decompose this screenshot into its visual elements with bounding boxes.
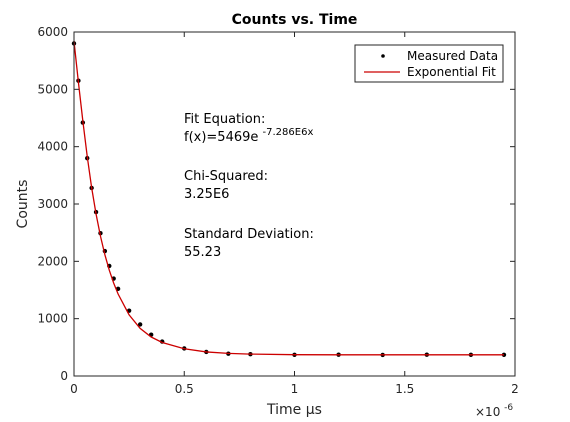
x-tick-label: 1 <box>291 382 299 396</box>
legend-label-measured: Measured Data <box>407 49 498 63</box>
std-dev-label: Standard Deviation: <box>184 227 314 242</box>
x-tick-label: 2 <box>511 382 519 396</box>
x-axis-exponent: ×10 -6 <box>475 403 513 419</box>
chi-squared-label: Chi-Squared: <box>184 169 268 184</box>
std-dev-value: 55.23 <box>184 245 221 260</box>
y-axis-label: Counts <box>15 180 31 229</box>
exponential-fit-line <box>73 41 504 356</box>
x-tick-label: 0.5 <box>175 382 194 396</box>
y-tick-label: 2000 <box>37 254 68 268</box>
y-tick-label: 4000 <box>37 140 68 154</box>
fit-equation-base: f(x)=5469e <box>184 130 258 145</box>
fit-equation-label: Fit Equation: <box>184 112 265 127</box>
legend-marker-measured <box>381 54 385 58</box>
y-tick-label: 1000 <box>37 312 68 326</box>
chi-squared-value: 3.25E6 <box>184 187 229 202</box>
y-tick-label: 5000 <box>37 82 68 96</box>
legend: Measured Data Exponential Fit <box>354 44 504 83</box>
x-axis-exponent-base: ×10 <box>475 405 500 419</box>
legend-label-fit: Exponential Fit <box>407 65 496 79</box>
legend-box <box>354 44 504 83</box>
fit-equation-value: f(x)=5469e -7.286E6x <box>184 127 313 145</box>
chart-title: Counts vs. Time <box>232 12 358 28</box>
x-axis-label: Time μs <box>266 402 322 418</box>
fit-annotations: Fit Equation: f(x)=5469e -7.286E6x Chi-S… <box>184 112 314 260</box>
y-tick-label: 6000 <box>37 25 68 39</box>
fit-equation-exponent: -7.286E6x <box>263 127 314 138</box>
y-tick-label: 0 <box>60 369 68 383</box>
x-tick-label: 1.5 <box>395 382 414 396</box>
measured-data-point <box>501 352 507 357</box>
measured-data-point <box>137 322 143 327</box>
x-tick-label: 0 <box>70 382 78 396</box>
y-tick-label: 3000 <box>37 197 68 211</box>
x-axis-exponent-power: -6 <box>504 403 513 413</box>
